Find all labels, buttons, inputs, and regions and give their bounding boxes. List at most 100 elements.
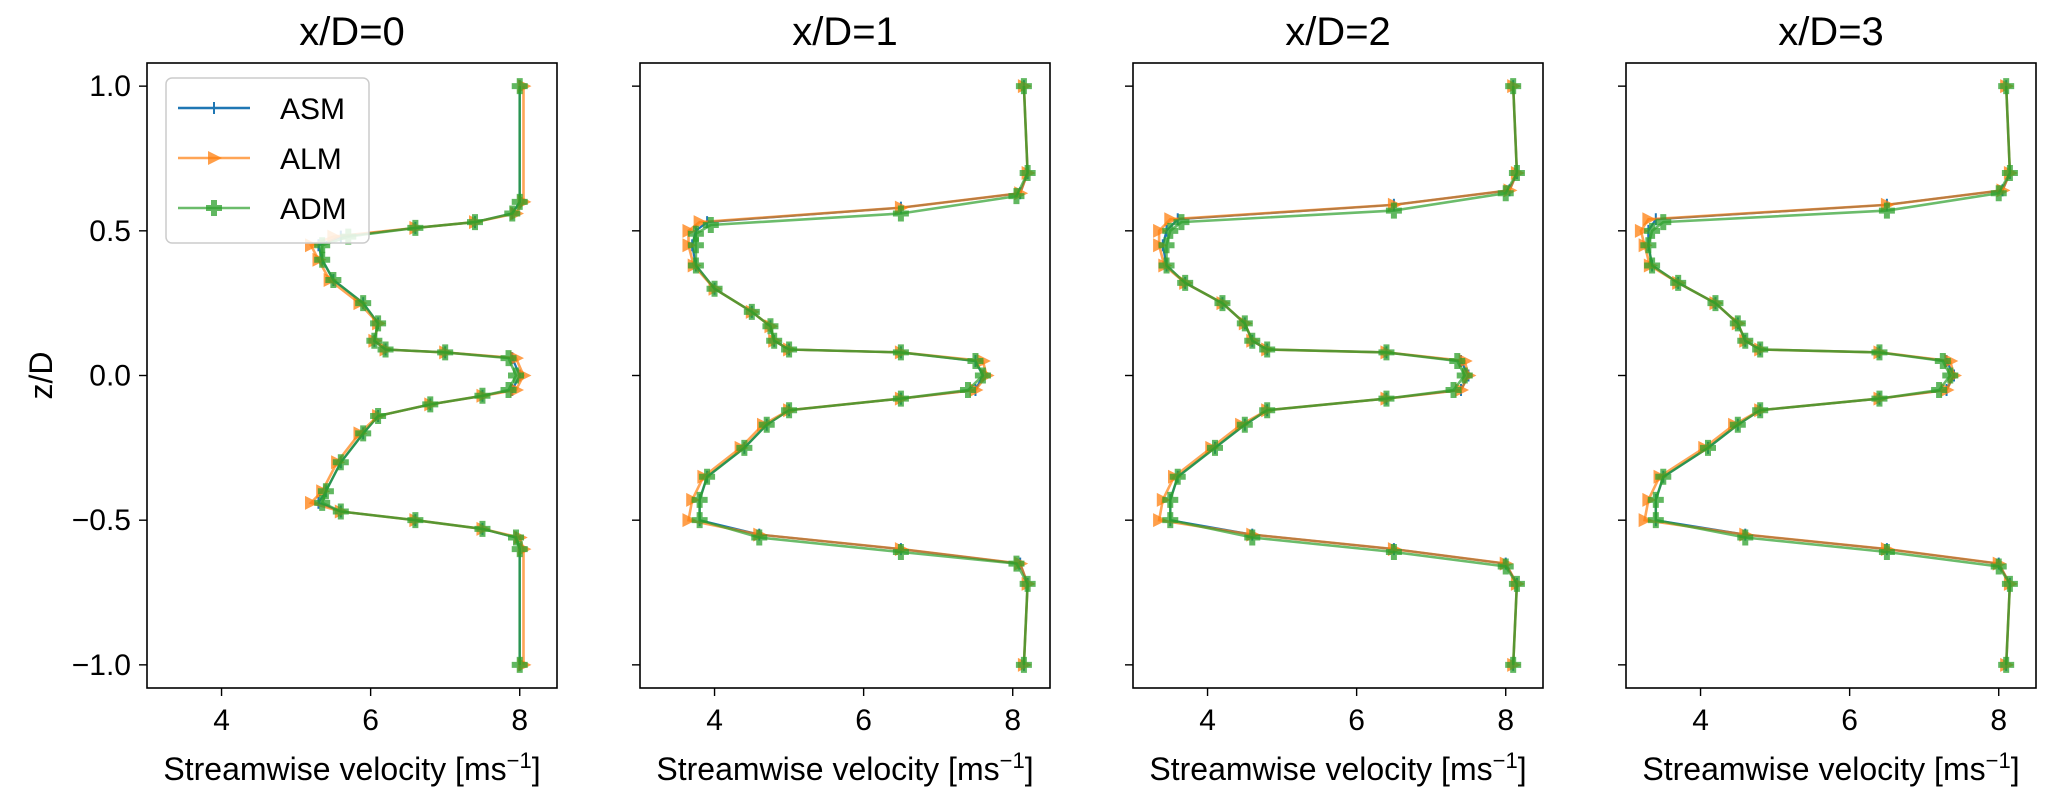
legend-marker-adm bbox=[206, 200, 222, 216]
data-point bbox=[682, 513, 697, 528]
data-point bbox=[1737, 332, 1754, 349]
panel-title: x/D=2 bbox=[1285, 10, 1391, 54]
data-point bbox=[511, 656, 528, 673]
data-point bbox=[691, 512, 708, 529]
data-point bbox=[1019, 575, 1036, 592]
data-point bbox=[1878, 202, 1895, 219]
data-point bbox=[1244, 529, 1261, 546]
data-point bbox=[751, 529, 768, 546]
plot-frame bbox=[1132, 62, 1544, 689]
data-point bbox=[1644, 222, 1661, 239]
data-point bbox=[1737, 529, 1754, 546]
data-point bbox=[1634, 223, 1649, 238]
data-point bbox=[1505, 656, 1522, 673]
data-point bbox=[314, 251, 331, 268]
data-point bbox=[2001, 164, 2018, 181]
data-point bbox=[1729, 315, 1746, 332]
data-point bbox=[474, 387, 491, 404]
data-point bbox=[1505, 78, 1522, 95]
x-tick-label: 4 bbox=[1199, 704, 1216, 737]
data-point bbox=[766, 332, 783, 349]
data-point bbox=[325, 272, 342, 289]
data-point bbox=[1700, 439, 1716, 456]
panel-1: x/D=1 4 6 8 Streamwise velocity [ms−1] bbox=[632, 10, 1051, 788]
data-point bbox=[1177, 274, 1194, 291]
data-point bbox=[1497, 185, 1514, 202]
data-point bbox=[407, 512, 424, 529]
data-point bbox=[1445, 381, 1462, 398]
data-point bbox=[781, 341, 798, 358]
data-point bbox=[976, 354, 991, 369]
data-point bbox=[370, 408, 387, 425]
data-point bbox=[366, 332, 383, 349]
data-point bbox=[762, 318, 779, 335]
data-point bbox=[1015, 78, 1032, 95]
data-point bbox=[1942, 367, 1959, 384]
data-point bbox=[1458, 354, 1473, 369]
data-point bbox=[517, 368, 532, 383]
data-point bbox=[687, 225, 704, 242]
y-tick-label: 0.5 bbox=[89, 215, 131, 248]
legend-label-asm: ASM bbox=[280, 93, 345, 126]
data-point bbox=[1752, 341, 1769, 358]
y-tick-label: 0.0 bbox=[89, 360, 131, 393]
data-point bbox=[1670, 274, 1687, 291]
data-point bbox=[1162, 512, 1179, 529]
data-point bbox=[892, 544, 909, 561]
data-point bbox=[1162, 491, 1179, 508]
data-point bbox=[332, 503, 349, 520]
data-point bbox=[1998, 656, 2015, 673]
data-point bbox=[1158, 257, 1175, 274]
x-tick-label: 4 bbox=[706, 704, 723, 737]
data-point bbox=[892, 344, 909, 361]
plot-frame bbox=[1625, 62, 2037, 689]
data-point bbox=[1008, 555, 1025, 572]
data-point bbox=[1214, 295, 1231, 312]
data-point bbox=[500, 381, 517, 398]
y-axis-label: z/D bbox=[23, 352, 59, 400]
x-axis-label: Streamwise velocity [ms−1] bbox=[163, 748, 540, 788]
x-tick-label: 6 bbox=[1841, 704, 1858, 737]
x-tick-label: 8 bbox=[1004, 704, 1021, 737]
data-point bbox=[706, 280, 723, 297]
data-point bbox=[1729, 416, 1746, 433]
x-axis-label: Streamwise velocity [ms−1] bbox=[656, 748, 1033, 788]
data-point bbox=[1871, 390, 1888, 407]
data-point bbox=[1655, 214, 1672, 231]
data-point bbox=[510, 382, 524, 397]
data-point bbox=[1236, 315, 1253, 332]
data-point bbox=[437, 344, 454, 361]
data-point bbox=[702, 217, 719, 234]
data-point bbox=[1655, 468, 1672, 485]
data-point bbox=[1259, 402, 1276, 419]
data-point bbox=[758, 416, 775, 433]
y-tick-label: −0.5 bbox=[72, 504, 131, 537]
data-point bbox=[1169, 468, 1186, 485]
data-point bbox=[1508, 575, 1525, 592]
data-point bbox=[1752, 402, 1769, 419]
data-point bbox=[1158, 237, 1175, 254]
data-point bbox=[892, 390, 909, 407]
data-point bbox=[1940, 382, 1955, 397]
legend-marker-alm bbox=[208, 151, 222, 165]
y-tick-label: 1.0 bbox=[89, 70, 131, 103]
panel-2: x/D=2 4 6 8 Streamwise velocity [ms−1] bbox=[1125, 10, 1544, 787]
data-point bbox=[1378, 344, 1395, 361]
data-point bbox=[1153, 223, 1168, 238]
data-point bbox=[1640, 237, 1657, 254]
panel-title: x/D=0 bbox=[299, 10, 405, 54]
data-point bbox=[474, 520, 491, 537]
data-point bbox=[687, 237, 704, 254]
data-point bbox=[370, 315, 387, 332]
data-point bbox=[1508, 164, 1525, 181]
data-point bbox=[317, 483, 334, 500]
data-point bbox=[1259, 341, 1276, 358]
data-point bbox=[1647, 512, 1664, 529]
data-point bbox=[974, 367, 991, 384]
data-point bbox=[960, 381, 976, 398]
x-tick-label: 6 bbox=[855, 704, 872, 737]
x-tick-label: 6 bbox=[1348, 704, 1365, 737]
x-tick-label: 8 bbox=[511, 704, 528, 737]
data-point bbox=[1449, 353, 1466, 370]
data-point bbox=[1456, 367, 1473, 384]
